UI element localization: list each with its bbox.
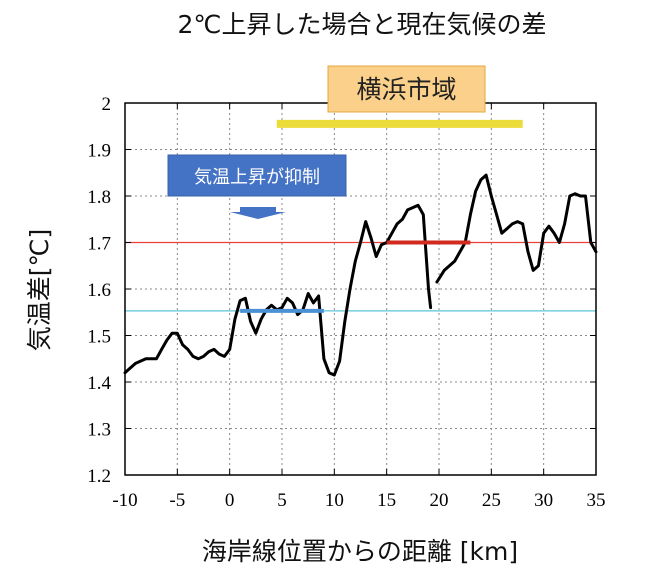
x-tick-label: -5: [169, 490, 185, 511]
y-axis-ticks: 1.2 1.3 1.4 1.5 1.6 1.7 1.8 1.9 2: [87, 94, 596, 487]
yokohama-label: 横浜市域: [327, 65, 486, 113]
x-tick-label: 5: [277, 490, 287, 511]
x-tick-label: 0: [225, 490, 235, 511]
x-tick-label: 10: [325, 490, 344, 511]
x-tick-label: 25: [482, 490, 501, 511]
annotations: 横浜市域 気温上昇が抑制: [167, 65, 486, 219]
suppression-label-box: [167, 154, 347, 197]
y-tick-label: 1.7: [87, 234, 111, 255]
y-tick-label: 1.8: [87, 187, 111, 208]
y-tick-label: 1.3: [87, 420, 111, 441]
x-tick-label: 30: [534, 490, 553, 511]
x-axis-ticks: -10 -5 0 5 10 15 20 25 30 35: [112, 103, 606, 511]
x-tick-label: 35: [587, 490, 606, 511]
series-group: [123, 173, 598, 377]
down-arrow-icon: [230, 207, 286, 219]
series-line: [123, 203, 433, 377]
reference-lines: [125, 241, 596, 312]
highlight-segments: [240, 240, 471, 313]
x-axis-label: 海岸線位置からの距離 [km]: [202, 537, 518, 566]
series-line: [435, 173, 598, 284]
y-tick-label: 2: [102, 94, 112, 115]
y-tick-label: 1.4: [87, 373, 111, 394]
y-tick-label: 1.9: [87, 141, 111, 162]
y-axis-label: 気温差[℃]: [25, 229, 54, 352]
suppression-label: 気温上昇が抑制: [167, 154, 347, 197]
x-tick-label: -10: [112, 490, 137, 511]
x-tick-label: 15: [377, 490, 396, 511]
x-tick-label: 20: [430, 490, 449, 511]
y-tick-label: 1.2: [87, 466, 111, 487]
y-tick-label: 1.5: [87, 327, 111, 348]
chart-title: 2℃上昇した場合と現在気候の差: [178, 10, 547, 39]
yokohama-label-box: [327, 65, 486, 113]
y-tick-label: 1.6: [87, 280, 111, 301]
yokohama-label-text: 横浜市域: [356, 75, 456, 104]
suppression-label-text: 気温上昇が抑制: [194, 167, 320, 188]
